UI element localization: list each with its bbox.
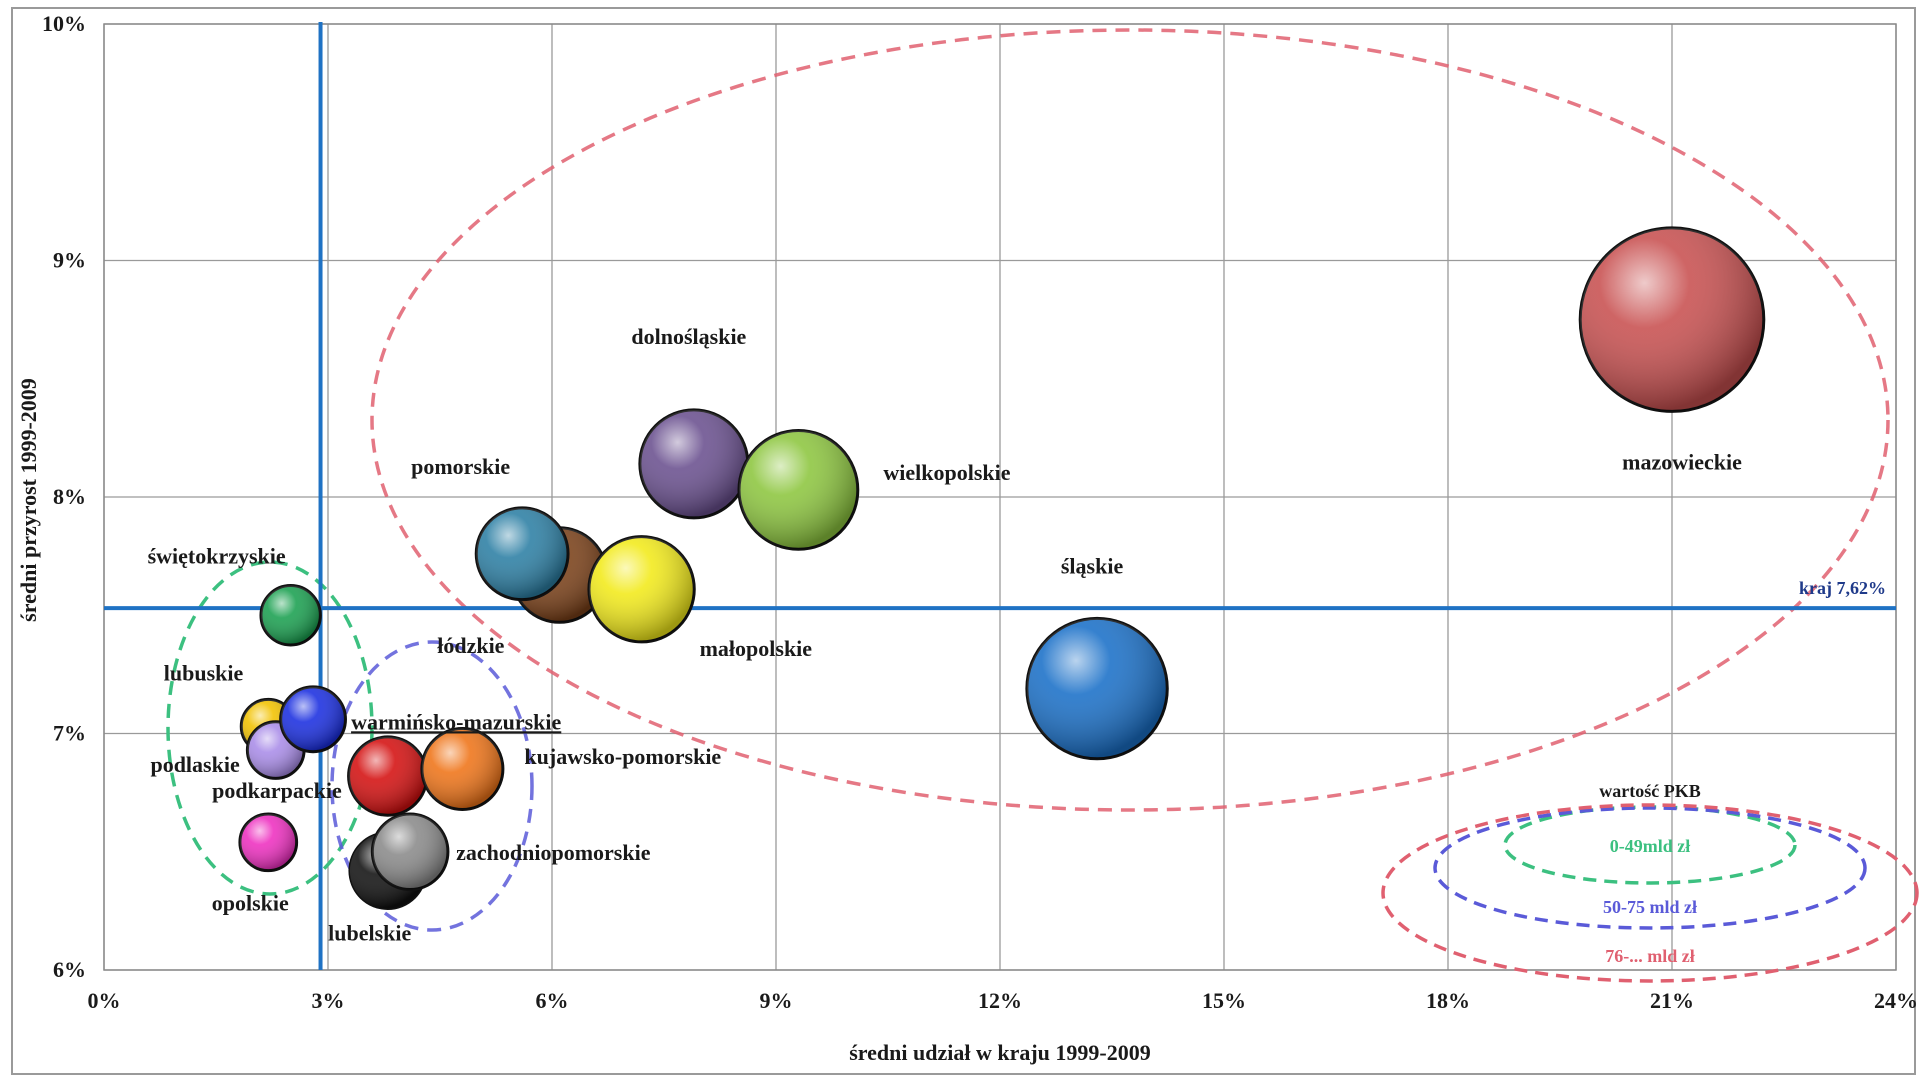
x-tick-label: 3% — [312, 988, 345, 1013]
bubble-shine — [280, 686, 346, 752]
bubble-label: podlaskie — [150, 752, 239, 777]
legend-item-label: 76-... mld zł — [1605, 946, 1695, 966]
group-ellipse-small — [166, 560, 374, 896]
bubble-label: kujawsko-pomorskie — [524, 744, 721, 769]
chart-frame — [11, 7, 1916, 1075]
group-ellipses — [166, 28, 1890, 932]
legend-title: wartość PKB — [1599, 781, 1700, 801]
bubble-label: opolskie — [212, 890, 289, 915]
x-tick-label: 6% — [536, 988, 569, 1013]
x-tick-label: 0% — [88, 988, 121, 1013]
bubble-label: wielkopolskie — [883, 460, 1010, 485]
bubble-shine — [739, 430, 858, 550]
bubble-shine — [476, 507, 569, 600]
bubble-label: dolnośląskie — [631, 324, 746, 349]
x-tick-label: 9% — [760, 988, 793, 1013]
bubble-shine — [1580, 227, 1764, 412]
x-tick-label: 15% — [1202, 988, 1246, 1013]
bubble-shine — [372, 813, 448, 890]
y-tick-label: 9% — [53, 248, 86, 273]
x-tick-label: 21% — [1650, 988, 1694, 1013]
bubble-label: lubuskie — [164, 660, 244, 685]
group-ellipse-large — [370, 28, 1890, 812]
bubble-label: świętokrzyskie — [148, 543, 286, 568]
bubble-shine — [1026, 618, 1168, 759]
bubbles — [238, 226, 1766, 910]
tick-labels: 0% 3% 6% 9% 12% 15% 18% 21% 24% 6% 7% 8% 9% 10% — [42, 11, 1918, 1013]
bubble-labels: świętokrzyskie lubuskie podlaskie warmińsko… — [148, 324, 1743, 946]
bubble-shine — [421, 728, 503, 810]
y-tick-label: 6% — [53, 957, 86, 982]
legend-item-label: 50-75 mld zł — [1603, 897, 1697, 917]
x-tick-label: 18% — [1426, 988, 1470, 1013]
bubble-label: lubelskie — [328, 921, 411, 946]
y-tick-label: 7% — [53, 721, 86, 746]
reference-lines: kraj 7,62% — [104, 22, 1896, 970]
bubble-label: małopolskie — [700, 636, 813, 661]
bubble-shine — [239, 813, 297, 871]
pkb-legend: wartość PKB 0-49mld zł 50-75 mld zł 76-...… — [1381, 781, 1919, 983]
x-tick-label: 24% — [1874, 988, 1918, 1013]
bubble-shine — [639, 409, 748, 518]
legend-ellipse — [1433, 806, 1867, 930]
bubble-label: podkarpackie — [212, 778, 342, 803]
bubble-label: mazowieckie — [1622, 450, 1742, 475]
x-axis-label: średni udział w kraju 1999-2009 — [849, 1040, 1151, 1065]
bubble-label: śląskie — [1061, 554, 1124, 579]
legend-item-label: 0-49mld zł — [1610, 836, 1691, 856]
bubble-shine — [260, 585, 321, 645]
reference-line-label: kraj 7,62% — [1799, 578, 1886, 598]
bubble-label: zachodniopomorskie — [456, 840, 651, 865]
y-axis-label: średni przyrost 1999-2009 — [16, 378, 41, 622]
y-tick-label: 10% — [42, 11, 86, 36]
plot-area — [103, 23, 1897, 971]
y-tick-label: 8% — [53, 484, 86, 509]
group-ellipse-medium — [330, 640, 534, 932]
legend-ellipse — [1381, 803, 1919, 983]
x-tick-label: 12% — [978, 988, 1022, 1013]
bubble-shine — [348, 736, 427, 816]
grid — [103, 23, 1897, 971]
bubble-label: łódzkie — [437, 633, 504, 658]
bubble-label: pomorskie — [411, 454, 510, 479]
bubble-shine — [588, 536, 695, 642]
bubble-label: warmińsko-mazurskie — [351, 709, 561, 734]
